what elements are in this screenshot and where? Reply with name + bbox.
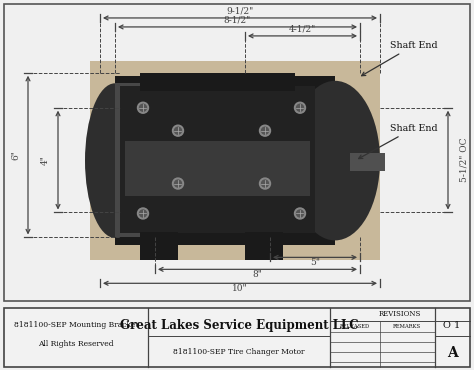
Circle shape	[294, 102, 306, 113]
Circle shape	[297, 210, 303, 217]
Text: 4-1/2": 4-1/2"	[289, 25, 316, 34]
Text: 6": 6"	[11, 150, 20, 160]
Circle shape	[294, 208, 306, 219]
Circle shape	[297, 104, 303, 111]
Circle shape	[174, 180, 182, 187]
Text: 9-1/2": 9-1/2"	[227, 7, 254, 16]
Text: Shaft End: Shaft End	[362, 41, 438, 76]
Text: O 1: O 1	[443, 321, 461, 330]
Bar	[115, 83, 165, 238]
Text: Great Lakes Service Equipment LLC: Great Lakes Service Equipment LLC	[120, 319, 358, 332]
Circle shape	[262, 127, 268, 134]
Circle shape	[137, 208, 148, 219]
Text: 5-1/2" OC: 5-1/2" OC	[459, 138, 468, 182]
Circle shape	[173, 178, 183, 189]
Bar	[125, 141, 310, 195]
Circle shape	[259, 125, 271, 136]
Text: 10": 10"	[232, 284, 248, 293]
Ellipse shape	[85, 83, 145, 238]
Bar	[90, 61, 380, 260]
Circle shape	[259, 178, 271, 189]
Text: 8181100-SEP Mounting Bracket: 8181100-SEP Mounting Bracket	[14, 322, 138, 329]
Text: A: A	[447, 346, 457, 360]
Text: All Rights Reserved: All Rights Reserved	[38, 340, 114, 348]
Bar	[350, 152, 385, 171]
Bar	[245, 232, 283, 260]
Text: REMARKS: REMARKS	[393, 324, 421, 329]
Text: 8181100-SEP Tire Changer Motor: 8181100-SEP Tire Changer Motor	[173, 348, 305, 356]
Circle shape	[139, 210, 146, 217]
FancyBboxPatch shape	[120, 86, 315, 233]
Ellipse shape	[290, 81, 380, 241]
Circle shape	[137, 102, 148, 113]
Circle shape	[173, 125, 183, 136]
Text: 5": 5"	[310, 258, 320, 268]
Bar	[140, 232, 178, 260]
Circle shape	[174, 127, 182, 134]
Circle shape	[262, 180, 268, 187]
Text: 4": 4"	[40, 155, 49, 165]
Bar	[140, 73, 295, 91]
Text: 8": 8"	[253, 270, 263, 279]
Bar	[115, 76, 335, 245]
Text: REVISIONS: REVISIONS	[379, 310, 421, 318]
Circle shape	[139, 104, 146, 111]
Text: RELEASED: RELEASED	[340, 324, 370, 329]
Text: Shaft End: Shaft End	[359, 124, 438, 159]
Text: 8-1/2": 8-1/2"	[224, 16, 251, 25]
